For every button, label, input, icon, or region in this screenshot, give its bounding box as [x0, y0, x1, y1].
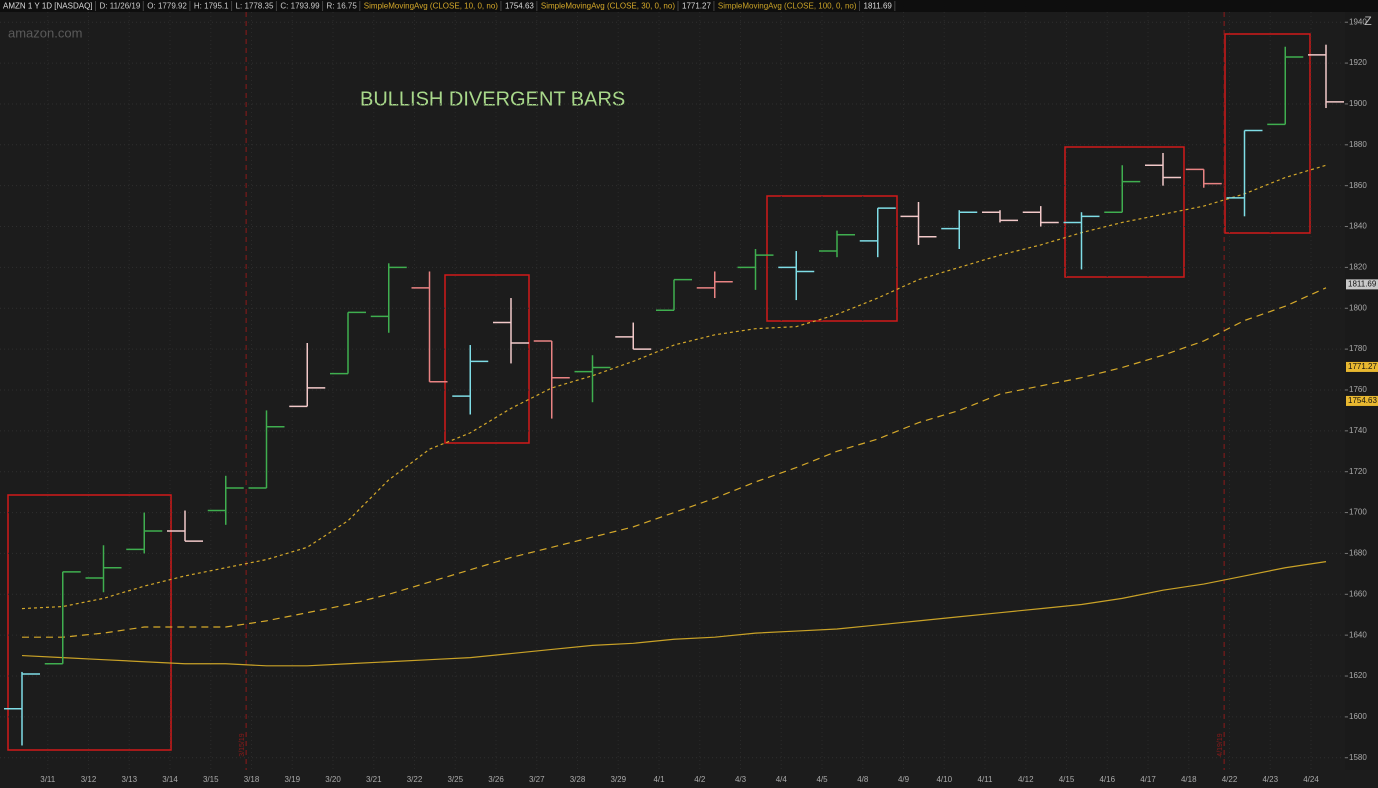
- x-tick-label: 3/26: [488, 775, 504, 784]
- x-tick-label: 4/9: [898, 775, 910, 784]
- y-tick-label: 1700: [1349, 508, 1367, 517]
- x-tick-label: 4/17: [1140, 775, 1156, 784]
- y-tick-label: 1680: [1349, 549, 1367, 558]
- header-field: SimpleMovingAvg (CLOSE, 10, 0, no): [364, 2, 498, 11]
- x-tick-label: 4/4: [776, 775, 788, 784]
- highlight-boxes: [7, 33, 1311, 751]
- x-tick-label: 3/15: [203, 775, 219, 784]
- header-field: O: 1779.92: [147, 2, 187, 11]
- y-tick-label: 1820: [1349, 263, 1367, 272]
- y-tick-label: 1660: [1349, 589, 1367, 598]
- y-tick-label: 1780: [1349, 344, 1367, 353]
- event-label: 3/15/19: [239, 733, 246, 756]
- x-tick-label: 4/24: [1303, 775, 1319, 784]
- event-label: 4/19/19: [1217, 733, 1224, 756]
- x-tick-label: 3/21: [366, 775, 382, 784]
- price-marker: [1346, 361, 1378, 372]
- x-tick-label: 3/20: [325, 775, 341, 784]
- y-tick-label: 1600: [1349, 712, 1367, 721]
- header-field: D: 11/26/19: [100, 2, 141, 11]
- price-marker-label: 1754.63: [1348, 396, 1377, 405]
- x-tick-label: 3/11: [40, 775, 56, 784]
- moving-average-line: [21, 561, 1327, 667]
- header-field: SimpleMovingAvg (CLOSE, 100, 0, no): [718, 2, 857, 11]
- x-tick-label: 4/11: [978, 775, 994, 784]
- highlight-box: [444, 274, 530, 444]
- x-tick-label: 3/14: [162, 775, 178, 784]
- x-tick-label: 3/22: [407, 775, 423, 784]
- x-tick-label: 4/18: [1181, 775, 1197, 784]
- header-field: 1754.63: [505, 2, 534, 11]
- moving-average-line: [21, 164, 1327, 610]
- price-axis: [1345, 12, 1378, 770]
- y-tick-label: 1580: [1349, 753, 1367, 762]
- y-tick-label: 1920: [1349, 58, 1367, 67]
- x-tick-label: 4/23: [1262, 775, 1278, 784]
- x-tick-label: 4/1: [653, 775, 665, 784]
- x-tick-label: 3/29: [610, 775, 626, 784]
- header-field: 1771.27: [682, 2, 711, 11]
- x-tick-label: 3/25: [447, 775, 463, 784]
- y-tick-label: 1740: [1349, 426, 1367, 435]
- highlight-box: [7, 494, 172, 751]
- price-marker-label: 1771.27: [1348, 362, 1377, 371]
- header-field: AMZN 1 Y 1D [NASDAQ]: [3, 2, 93, 11]
- price-marker: [1346, 395, 1378, 406]
- x-tick-label: 4/8: [857, 775, 869, 784]
- x-tick-label: 3/19: [284, 775, 300, 784]
- highlight-box: [1224, 33, 1311, 234]
- x-tick-label: 4/12: [1018, 775, 1034, 784]
- x-tick-label: 3/12: [81, 775, 97, 784]
- y-tick-label: 1840: [1349, 222, 1367, 231]
- x-tick-label: 4/15: [1059, 775, 1075, 784]
- header-field: H: 1795.1: [194, 2, 229, 11]
- y-tick-label: 1800: [1349, 303, 1367, 312]
- y-tick-label: 1620: [1349, 671, 1367, 680]
- zoom-icon[interactable]: Z: [1364, 14, 1371, 28]
- header-field: C: 1793.99: [280, 2, 320, 11]
- header-field: L: 1778.35: [236, 2, 274, 11]
- y-tick-label: 1880: [1349, 140, 1367, 149]
- annotation: BULLISH DIVERGENT BARS: [360, 88, 625, 110]
- highlight-box: [766, 195, 898, 322]
- y-tick-label: 1860: [1349, 181, 1367, 190]
- price-marker-label: 1811.69: [1348, 279, 1377, 288]
- highlight-box: [1064, 146, 1185, 278]
- moving-average-line: [22, 287, 1327, 638]
- x-tick-label: 3/27: [529, 775, 545, 784]
- price-marker: [1346, 279, 1378, 290]
- x-tick-label: 4/22: [1222, 775, 1238, 784]
- header-field: R: 16.75: [327, 2, 358, 11]
- y-tick-label: 1720: [1349, 467, 1367, 476]
- y-tick-label: 1940: [1349, 17, 1367, 26]
- y-tick-label: 1760: [1349, 385, 1367, 394]
- x-tick-label: 4/5: [816, 775, 828, 784]
- header-field: SimpleMovingAvg (CLOSE, 30, 0, no): [541, 2, 675, 11]
- x-tick-label: 3/18: [244, 775, 260, 784]
- header-field: 1811.69: [864, 2, 893, 11]
- y-tick-label: 1640: [1349, 630, 1367, 639]
- header-bar: [0, 0, 1378, 12]
- y-tick-label: 1900: [1349, 99, 1367, 108]
- x-tick-label: 4/16: [1099, 775, 1115, 784]
- x-tick-label: 4/10: [936, 775, 952, 784]
- x-tick-label: 4/2: [694, 775, 706, 784]
- watermark: amazon.com: [8, 25, 82, 40]
- x-tick-label: 4/3: [735, 775, 747, 784]
- x-tick-label: 3/28: [570, 775, 586, 784]
- x-tick-label: 3/13: [121, 775, 137, 784]
